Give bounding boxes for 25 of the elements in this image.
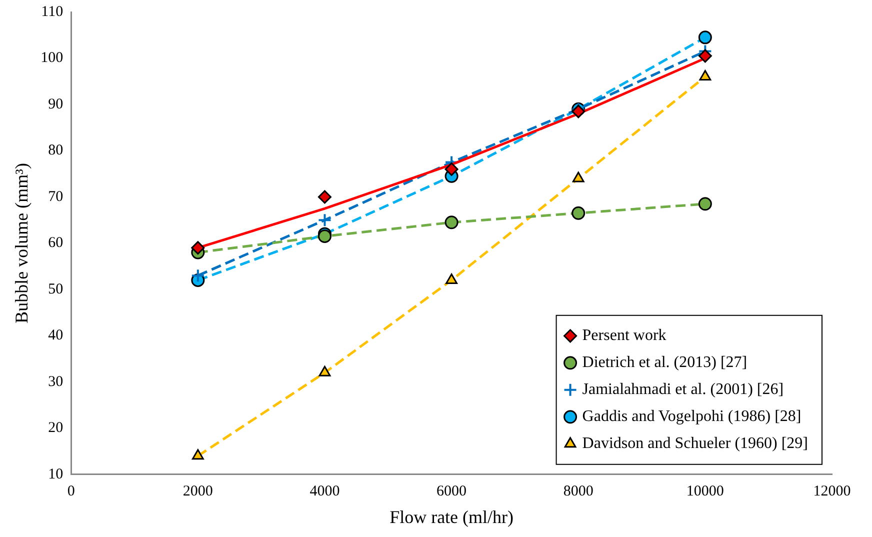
x-tick-label: 2000 <box>182 483 213 500</box>
legend-label: Gaddis and Vogelpohi (1986) [28] <box>582 408 802 426</box>
y-tick-label: 110 <box>41 4 64 20</box>
y-tick-label: 100 <box>40 50 64 66</box>
legend-label: Jamialahmadi et al. (2001) [26] <box>582 381 784 398</box>
legend-label: Persent work <box>582 327 666 344</box>
x-tick-label: 4000 <box>310 483 340 500</box>
x-tick-label: 0 <box>67 483 75 500</box>
x-tick-label: 6000 <box>436 483 467 500</box>
y-axis-title: Bubble volume (mm³) <box>12 163 32 324</box>
y-tick-label: 20 <box>48 420 64 436</box>
y-tick-label: 10 <box>48 466 64 482</box>
y-tick-label: 50 <box>48 281 64 298</box>
x-tick-label: 8000 <box>563 483 594 500</box>
y-tick-label: 80 <box>48 142 64 159</box>
legend-label: Dietrich et al. (2013) [27] <box>582 354 748 372</box>
legend-label: Davidson and Schueler (1960) [29] <box>582 435 808 452</box>
y-tick-label: 70 <box>48 188 64 205</box>
x-tick-label: 10000 <box>686 483 724 500</box>
y-tick-label: 60 <box>48 235 64 252</box>
y-tick-label: 30 <box>48 374 64 390</box>
y-tick-label: 90 <box>48 96 64 112</box>
x-tick-label: 12000 <box>813 483 851 500</box>
x-axis-title: Flow rate (ml/hr) <box>390 506 514 527</box>
y-tick-label: 40 <box>48 328 64 344</box>
